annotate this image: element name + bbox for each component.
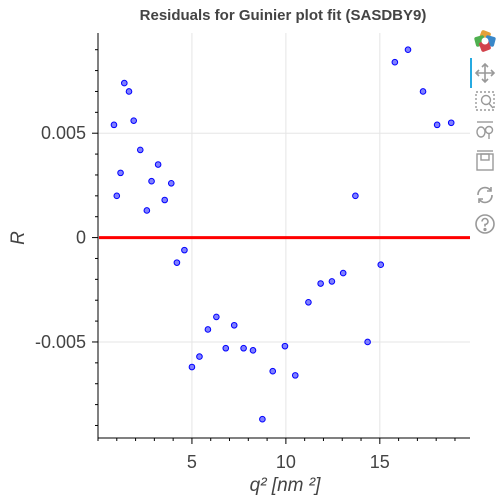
data-point [364, 338, 371, 346]
data-point [196, 353, 203, 360]
y-axis-label: R [8, 231, 29, 245]
data-point [110, 121, 118, 129]
y-tick-labels: -0.005 0 0.005 [35, 123, 86, 352]
x-tick-label: 10 [276, 452, 296, 472]
data-point [230, 321, 238, 329]
data-point [291, 372, 299, 379]
wheel-zoom-tool-icon[interactable] [474, 120, 496, 142]
data-points [110, 46, 455, 423]
bokeh-logo-icon [474, 30, 496, 52]
data-point [249, 347, 257, 354]
data-point [377, 261, 385, 269]
data-point [130, 117, 137, 124]
pan-tool-icon[interactable] [474, 62, 496, 84]
data-point [240, 344, 247, 352]
data-point [154, 161, 162, 168]
y-tick-label: 0.005 [41, 123, 86, 143]
data-point [181, 246, 188, 254]
data-point [404, 46, 412, 54]
plot-area [98, 33, 470, 438]
data-point [125, 88, 133, 95]
data-point [259, 415, 266, 423]
data-point [305, 299, 312, 306]
data-point [113, 192, 121, 200]
x-tick-label: 5 [187, 452, 197, 472]
data-point [204, 326, 212, 333]
data-point [161, 196, 168, 204]
data-point [352, 192, 359, 200]
data-point [213, 313, 220, 321]
data-point [136, 146, 144, 154]
data-point [222, 344, 230, 352]
save-tool-icon[interactable] [474, 150, 496, 172]
data-point [339, 269, 347, 277]
data-point [173, 259, 181, 266]
data-point [269, 367, 277, 375]
data-point [447, 119, 455, 127]
data-point [117, 169, 124, 177]
help-tool-icon[interactable] [474, 213, 496, 235]
data-point [433, 121, 441, 129]
data-point [281, 342, 289, 350]
x-tick-label: 15 [370, 452, 390, 472]
data-point [121, 79, 128, 87]
data-point [143, 207, 151, 214]
data-point [148, 177, 155, 185]
y-tick-label: 0 [76, 228, 86, 248]
data-point [188, 363, 196, 371]
x-tick-labels: 5 10 15 [187, 452, 390, 472]
data-point [328, 278, 336, 285]
x-axis-label: q² [nm ²] [250, 475, 321, 496]
data-point [419, 88, 427, 95]
data-point [317, 280, 324, 287]
data-point [391, 58, 399, 66]
data-point [167, 180, 175, 187]
chart-title: Residuals for Guinier plot fit (SASDBY9) [140, 7, 427, 24]
axes [92, 33, 470, 444]
y-tick-label: -0.005 [35, 332, 86, 352]
reset-tool-icon[interactable] [474, 184, 496, 206]
box-zoom-tool-icon[interactable] [474, 90, 496, 112]
active-tool-indicator [470, 58, 472, 88]
